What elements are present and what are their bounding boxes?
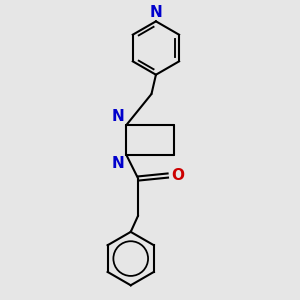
Text: N: N: [112, 156, 125, 171]
Text: N: N: [112, 109, 125, 124]
Text: N: N: [150, 5, 162, 20]
Text: O: O: [171, 168, 184, 183]
